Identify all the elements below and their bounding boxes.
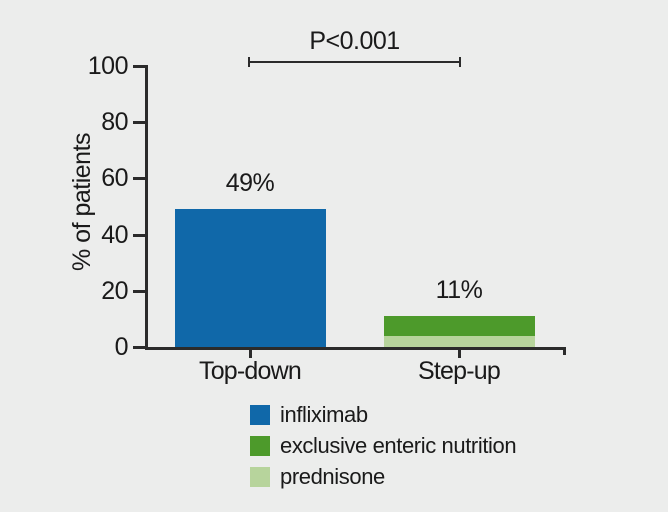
y-tick	[133, 346, 145, 349]
y-tick	[133, 177, 145, 181]
x-tick	[458, 350, 461, 358]
bar-total-label: 11%	[435, 276, 483, 305]
y-tick-label: 0	[114, 333, 129, 361]
category-label: Step-up	[418, 357, 501, 385]
bar-segment-exclusive-enteric-nutrition	[383, 316, 535, 336]
y-tick	[133, 65, 145, 68]
bar-segment-prednisone	[383, 335, 535, 347]
legend-swatch-exclusive-enteric-nutrition	[250, 436, 270, 456]
y-tick-label: 80	[101, 108, 128, 137]
category-label: Top-down	[199, 357, 302, 385]
legend-swatch-infliximab	[250, 405, 270, 425]
y-tick-label: 40	[101, 220, 128, 249]
y-axis-line	[145, 65, 148, 349]
legend-swatch-prednisone	[250, 467, 270, 487]
legend-label: exclusive enteric nutrition	[280, 433, 517, 458]
y-tick	[133, 233, 145, 237]
significance-bracket-line	[248, 61, 461, 63]
y-tick-label: 60	[101, 164, 128, 193]
x-axis-line	[145, 347, 566, 350]
significance-bracket-right-tick	[459, 57, 461, 67]
legend-label: prednisone	[280, 464, 385, 489]
bar-total-label: 49%	[225, 169, 275, 198]
x-tick	[249, 350, 252, 358]
y-tick	[133, 289, 145, 293]
significance-bracket-left-tick	[248, 57, 250, 67]
y-tick	[133, 121, 145, 125]
y-tick-label: 20	[101, 276, 128, 305]
legend-label: infliximab	[280, 402, 368, 427]
x-axis-end-tick	[563, 347, 566, 355]
pvalue-label: P<0.001	[309, 27, 400, 55]
bar-segment-infliximab	[174, 209, 326, 347]
y-axis-title: % of patients	[68, 132, 96, 272]
y-tick-label: 100	[87, 52, 129, 80]
